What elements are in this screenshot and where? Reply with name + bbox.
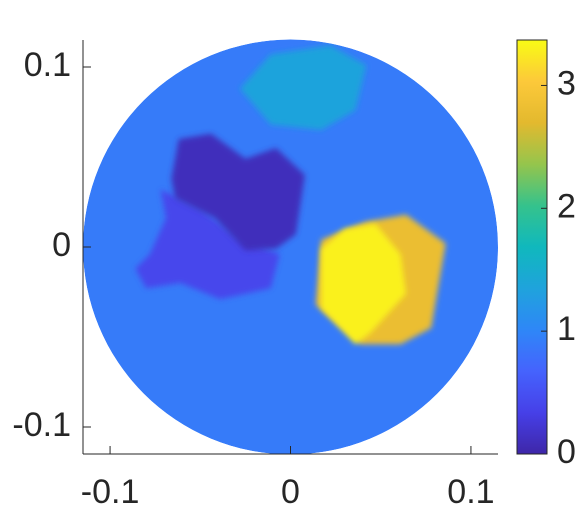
- x-tick-label: 0.1: [447, 473, 494, 511]
- region: [171, 133, 305, 251]
- colorbar: [516, 39, 548, 455]
- x-tick-label: -0.1: [81, 473, 140, 511]
- y-tick-label: 0.1: [24, 46, 71, 84]
- colorbar-tick-label: 3: [557, 64, 576, 102]
- region: [321, 223, 406, 345]
- colorbar-tick-label: 2: [557, 187, 576, 225]
- y-tick-label: -0.1: [12, 406, 71, 444]
- colorbar-tick-label: 0: [557, 433, 576, 471]
- region: [239, 45, 367, 130]
- region: [135, 189, 280, 300]
- x-tick-label: 0: [281, 473, 300, 511]
- colorbar-tick-label: 1: [557, 310, 576, 348]
- y-tick-label: 0: [52, 226, 71, 264]
- image: [83, 39, 498, 455]
